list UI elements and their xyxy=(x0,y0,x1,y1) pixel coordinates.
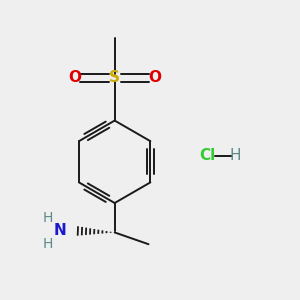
Text: Cl: Cl xyxy=(199,148,215,164)
Text: H: H xyxy=(43,237,53,251)
Text: H: H xyxy=(230,148,241,164)
Text: N: N xyxy=(54,224,67,238)
Text: O: O xyxy=(68,70,81,86)
Text: H: H xyxy=(43,211,53,225)
Text: S: S xyxy=(109,70,120,86)
Text: O: O xyxy=(148,70,161,86)
